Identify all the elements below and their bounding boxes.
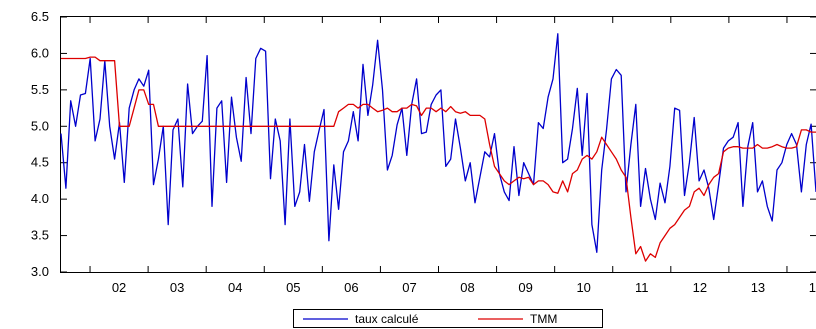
y-tick-label: 4.0 [31, 191, 49, 206]
x-tick-label: 05 [286, 280, 300, 295]
x-tick-label: 02 [112, 280, 126, 295]
x-axis: 02 03 04 05 06 07 08 09 10 11 12 13 14 [89, 17, 816, 295]
y-tick-label: 3.5 [31, 228, 49, 243]
x-tick-label: 06 [344, 280, 358, 295]
plot-frame [60, 16, 816, 273]
x-tick-label: 10 [576, 280, 590, 295]
legend-label-taux-calcule: taux calculé [355, 312, 419, 326]
legend-label-tmm: TMM [530, 312, 557, 326]
y-tick-label: 6.5 [31, 9, 49, 24]
y-tick-label: 4.5 [31, 155, 49, 170]
x-tick-label: 14 [809, 280, 816, 295]
x-tick-label: 12 [693, 280, 707, 295]
y-axis: 3.0 3.5 4.0 4.5 5.0 5.5 6.0 6.5 [31, 9, 816, 279]
y-tick-label: 5.0 [31, 118, 49, 133]
series-line-taux-calcule [60, 33, 816, 253]
x-tick-label: 04 [228, 280, 242, 295]
y-tick-label: 3.0 [31, 264, 49, 279]
y-tick-label: 5.5 [31, 82, 49, 97]
x-tick-label: 13 [751, 280, 765, 295]
legend-box [293, 309, 603, 328]
x-tick-label: 03 [170, 280, 184, 295]
x-tick-label: 08 [460, 280, 474, 295]
x-tick-label: 07 [402, 280, 416, 295]
series-layer [60, 33, 816, 262]
x-tick-label: 09 [518, 280, 532, 295]
x-tick-label: 11 [635, 280, 649, 295]
series-line-tmm [61, 56, 816, 262]
y-tick-label: 6.0 [31, 45, 49, 60]
legend: taux calculé TMM [293, 309, 603, 328]
